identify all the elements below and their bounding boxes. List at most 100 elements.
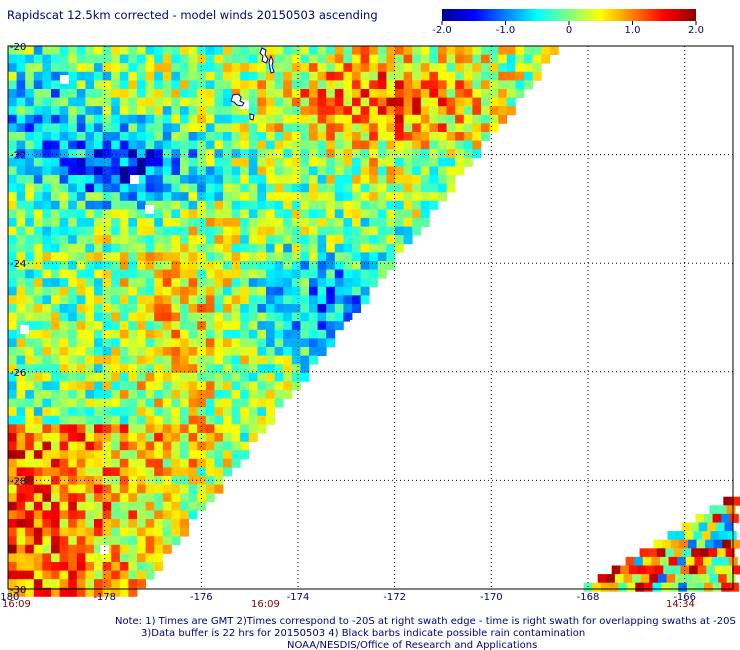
heatmap-cell bbox=[111, 209, 121, 219]
heatmap-cell bbox=[309, 123, 318, 133]
heatmap-cell bbox=[326, 252, 336, 262]
heatmap-cell bbox=[291, 329, 301, 339]
heatmap-cell bbox=[223, 407, 232, 417]
heatmap-cell bbox=[274, 329, 284, 339]
heatmap-cell bbox=[377, 252, 387, 262]
heatmap-cell bbox=[33, 261, 43, 270]
heatmap-cell bbox=[429, 140, 439, 150]
heatmap-cell bbox=[51, 587, 60, 597]
heatmap-cell bbox=[240, 157, 250, 167]
heatmap-cell bbox=[231, 424, 241, 434]
heatmap-cell bbox=[352, 295, 361, 305]
heatmap-cell bbox=[51, 553, 60, 563]
heatmap-cell bbox=[111, 553, 121, 563]
island-outline bbox=[249, 113, 255, 121]
heatmap-cell bbox=[111, 286, 121, 296]
heatmap-cell bbox=[334, 71, 344, 81]
heatmap-cell bbox=[33, 441, 43, 451]
heatmap-cell bbox=[377, 106, 387, 116]
heatmap-cell bbox=[231, 209, 241, 219]
heatmap-cell bbox=[128, 97, 138, 107]
heatmap-cell bbox=[162, 312, 172, 322]
heatmap-cell bbox=[188, 183, 198, 193]
heatmap-cell bbox=[317, 71, 327, 81]
heatmap-cell bbox=[137, 484, 146, 494]
heatmap-cell bbox=[59, 450, 69, 460]
heatmap-cell bbox=[266, 71, 275, 81]
heatmap-cell bbox=[223, 243, 232, 253]
heatmap-cell bbox=[188, 226, 198, 236]
heatmap-cell bbox=[102, 450, 112, 460]
heatmap-cell bbox=[352, 304, 361, 313]
heatmap-cell bbox=[137, 312, 146, 322]
heatmap-cell bbox=[8, 467, 17, 477]
x-axis-labels: -180-178-176-174-172-170-168-166 bbox=[0, 592, 696, 603]
heatmap-cell bbox=[42, 338, 52, 348]
heatmap-cell bbox=[162, 46, 172, 55]
heatmap-cell bbox=[360, 71, 370, 81]
heatmap-cell bbox=[102, 114, 112, 124]
heatmap-cell bbox=[85, 97, 95, 107]
heatmap-cell bbox=[656, 548, 666, 558]
heatmap-cell bbox=[16, 424, 26, 434]
missing-data-cell bbox=[60, 75, 69, 84]
heatmap-cell bbox=[377, 132, 387, 141]
heatmap-cell bbox=[154, 458, 164, 468]
heatmap-cell bbox=[300, 97, 310, 107]
heatmap-cell bbox=[283, 364, 293, 374]
heatmap-cell bbox=[8, 200, 17, 210]
heatmap-cell bbox=[76, 433, 86, 442]
heatmap-cell bbox=[180, 80, 189, 90]
heatmap-cell bbox=[657, 574, 667, 584]
heatmap-cell bbox=[102, 54, 112, 64]
heatmap-cell bbox=[240, 347, 250, 356]
heatmap-cell bbox=[76, 407, 86, 417]
heatmap-cell bbox=[257, 415, 267, 425]
heatmap-cell bbox=[137, 166, 146, 176]
heatmap-cell bbox=[16, 390, 26, 399]
heatmap-cell bbox=[291, 132, 301, 141]
heatmap-cell bbox=[76, 390, 86, 399]
heatmap-cell bbox=[352, 175, 361, 184]
heatmap-cell bbox=[309, 321, 318, 331]
heatmap-cell bbox=[283, 80, 293, 90]
heatmap-cell bbox=[42, 106, 52, 116]
heatmap-cell bbox=[205, 484, 215, 494]
heatmap-cell bbox=[283, 106, 293, 116]
heatmap-cell bbox=[197, 80, 207, 90]
heatmap-cell bbox=[412, 80, 422, 90]
heatmap-cell bbox=[205, 347, 215, 356]
heatmap-cell bbox=[137, 200, 146, 210]
heatmap-cell bbox=[137, 407, 146, 417]
heatmap-cell bbox=[94, 304, 103, 313]
heatmap-cell bbox=[162, 54, 172, 64]
heatmap-cell bbox=[111, 493, 121, 503]
heatmap-cell bbox=[102, 166, 112, 176]
heatmap-cell bbox=[223, 63, 232, 73]
heatmap-cell bbox=[412, 166, 422, 176]
heatmap-cell bbox=[8, 269, 17, 279]
heatmap-cell bbox=[8, 295, 17, 305]
heatmap-cell bbox=[145, 140, 155, 150]
heatmap-cell bbox=[94, 372, 103, 382]
heatmap-cell bbox=[343, 97, 353, 107]
heatmap-cell bbox=[68, 510, 78, 520]
heatmap-cell bbox=[59, 132, 69, 141]
heatmap-cell bbox=[309, 338, 318, 348]
heatmap-cell bbox=[188, 501, 198, 511]
heatmap-cell bbox=[42, 553, 52, 563]
heatmap-cell bbox=[223, 200, 232, 210]
heatmap-cell bbox=[257, 123, 267, 133]
heatmap-cell bbox=[76, 269, 86, 279]
heatmap-cell bbox=[128, 46, 138, 55]
heatmap-cell bbox=[111, 166, 121, 176]
heatmap-cell bbox=[240, 390, 250, 399]
heatmap-cell bbox=[377, 54, 387, 64]
heatmap-cell bbox=[377, 192, 387, 202]
heatmap-cell bbox=[25, 312, 35, 322]
heatmap-cell bbox=[128, 286, 138, 296]
heatmap-cell bbox=[360, 252, 370, 262]
heatmap-cell bbox=[145, 338, 155, 348]
heatmap-cell bbox=[16, 218, 26, 227]
heatmap-cell bbox=[154, 226, 164, 236]
